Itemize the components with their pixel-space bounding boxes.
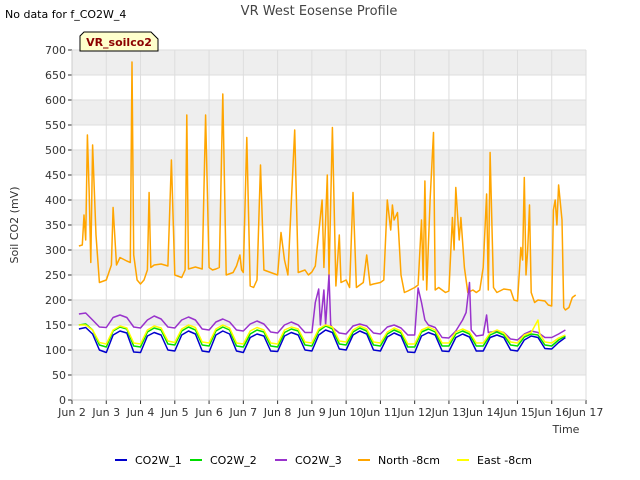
y-tick-label: 650 — [45, 69, 66, 82]
x-axis-label: Time — [552, 423, 580, 436]
x-tick-label: Jun 17 — [568, 406, 604, 419]
y-axis-label: Soil CO2 (mV) — [8, 187, 21, 264]
plot-band — [72, 50, 586, 75]
plot-band — [72, 300, 586, 325]
y-tick-label: 50 — [52, 369, 66, 382]
chart-badge: VR_soilco2 — [79, 31, 159, 52]
x-tick-label: Jun 16 — [533, 406, 569, 419]
x-tick-label: Jun 2 — [57, 406, 86, 419]
legend-label: CO2W_3 — [295, 454, 342, 467]
y-tick-label: 600 — [45, 94, 66, 107]
series-layer — [78, 61, 577, 354]
x-tick-label: Jun 14 — [465, 406, 501, 419]
y-tick-label: 400 — [45, 194, 66, 207]
legend-label: CO2W_2 — [210, 454, 257, 467]
y-tick-label: 450 — [45, 169, 66, 182]
y-tick-label: 550 — [45, 119, 66, 132]
y-tick-label: 350 — [45, 219, 66, 232]
x-tick-label: Jun 7 — [228, 406, 257, 419]
series-line-co2w-2 — [78, 323, 566, 348]
legend-label: CO2W_1 — [135, 454, 182, 467]
y-tick-label: 300 — [45, 244, 66, 257]
y-tick-label: 700 — [45, 44, 66, 57]
x-tick-label: Jun 12 — [396, 406, 432, 419]
series-line-north-8cm — [78, 61, 577, 311]
y-axis-ticks: 0 50 100 150 200 250 300 350 400 450 500 550 600 650 7… — [45, 44, 73, 407]
plot-band — [72, 200, 586, 225]
y-tick-label: 200 — [45, 294, 66, 307]
x-tick-label: Jun 8 — [263, 406, 292, 419]
badge-label: VR_soilco2 — [86, 36, 152, 49]
y-tick-label: 250 — [45, 269, 66, 282]
badge-shape — [79, 31, 159, 52]
x-tick-label: Jun 4 — [126, 406, 155, 419]
x-tick-label: Jun 11 — [362, 406, 398, 419]
series-line-co2w-3 — [78, 274, 566, 341]
legend-label: East -8cm — [477, 454, 532, 467]
y-tick-label: 100 — [45, 344, 66, 357]
series-line-co2w-1 — [78, 326, 566, 354]
x-tick-label: Jun 15 — [499, 406, 535, 419]
legend: CO2W_1 CO2W_2 CO2W_3 North -8cm East -8cm — [115, 454, 532, 467]
x-tick-label: Jun 13 — [431, 406, 467, 419]
y-tick-label: 500 — [45, 144, 66, 157]
x-tick-label: Jun 3 — [91, 406, 120, 419]
legend-label: North -8cm — [378, 454, 440, 467]
x-tick-label: Jun 5 — [160, 406, 189, 419]
plot-band — [72, 150, 586, 175]
x-tick-label: Jun 6 — [194, 406, 223, 419]
plot-band — [72, 100, 586, 125]
y-tick-label: 150 — [45, 319, 66, 332]
y-tick-label: 0 — [59, 394, 66, 407]
plot-band — [72, 350, 586, 375]
no-data-note: No data for f_CO2W_4 — [5, 8, 126, 21]
x-tick-label: Jun 10 — [328, 406, 364, 419]
x-axis-ticks: Jun 2 Jun 3 Jun 4 Jun 5 Jun 6 Jun 7 Jun 8 Jun 9… — [57, 399, 604, 419]
chart-title: VR West Eosense Profile — [241, 4, 398, 19]
series-line-east-8cm — [78, 319, 566, 345]
x-tick-label: Jun 9 — [297, 406, 326, 419]
